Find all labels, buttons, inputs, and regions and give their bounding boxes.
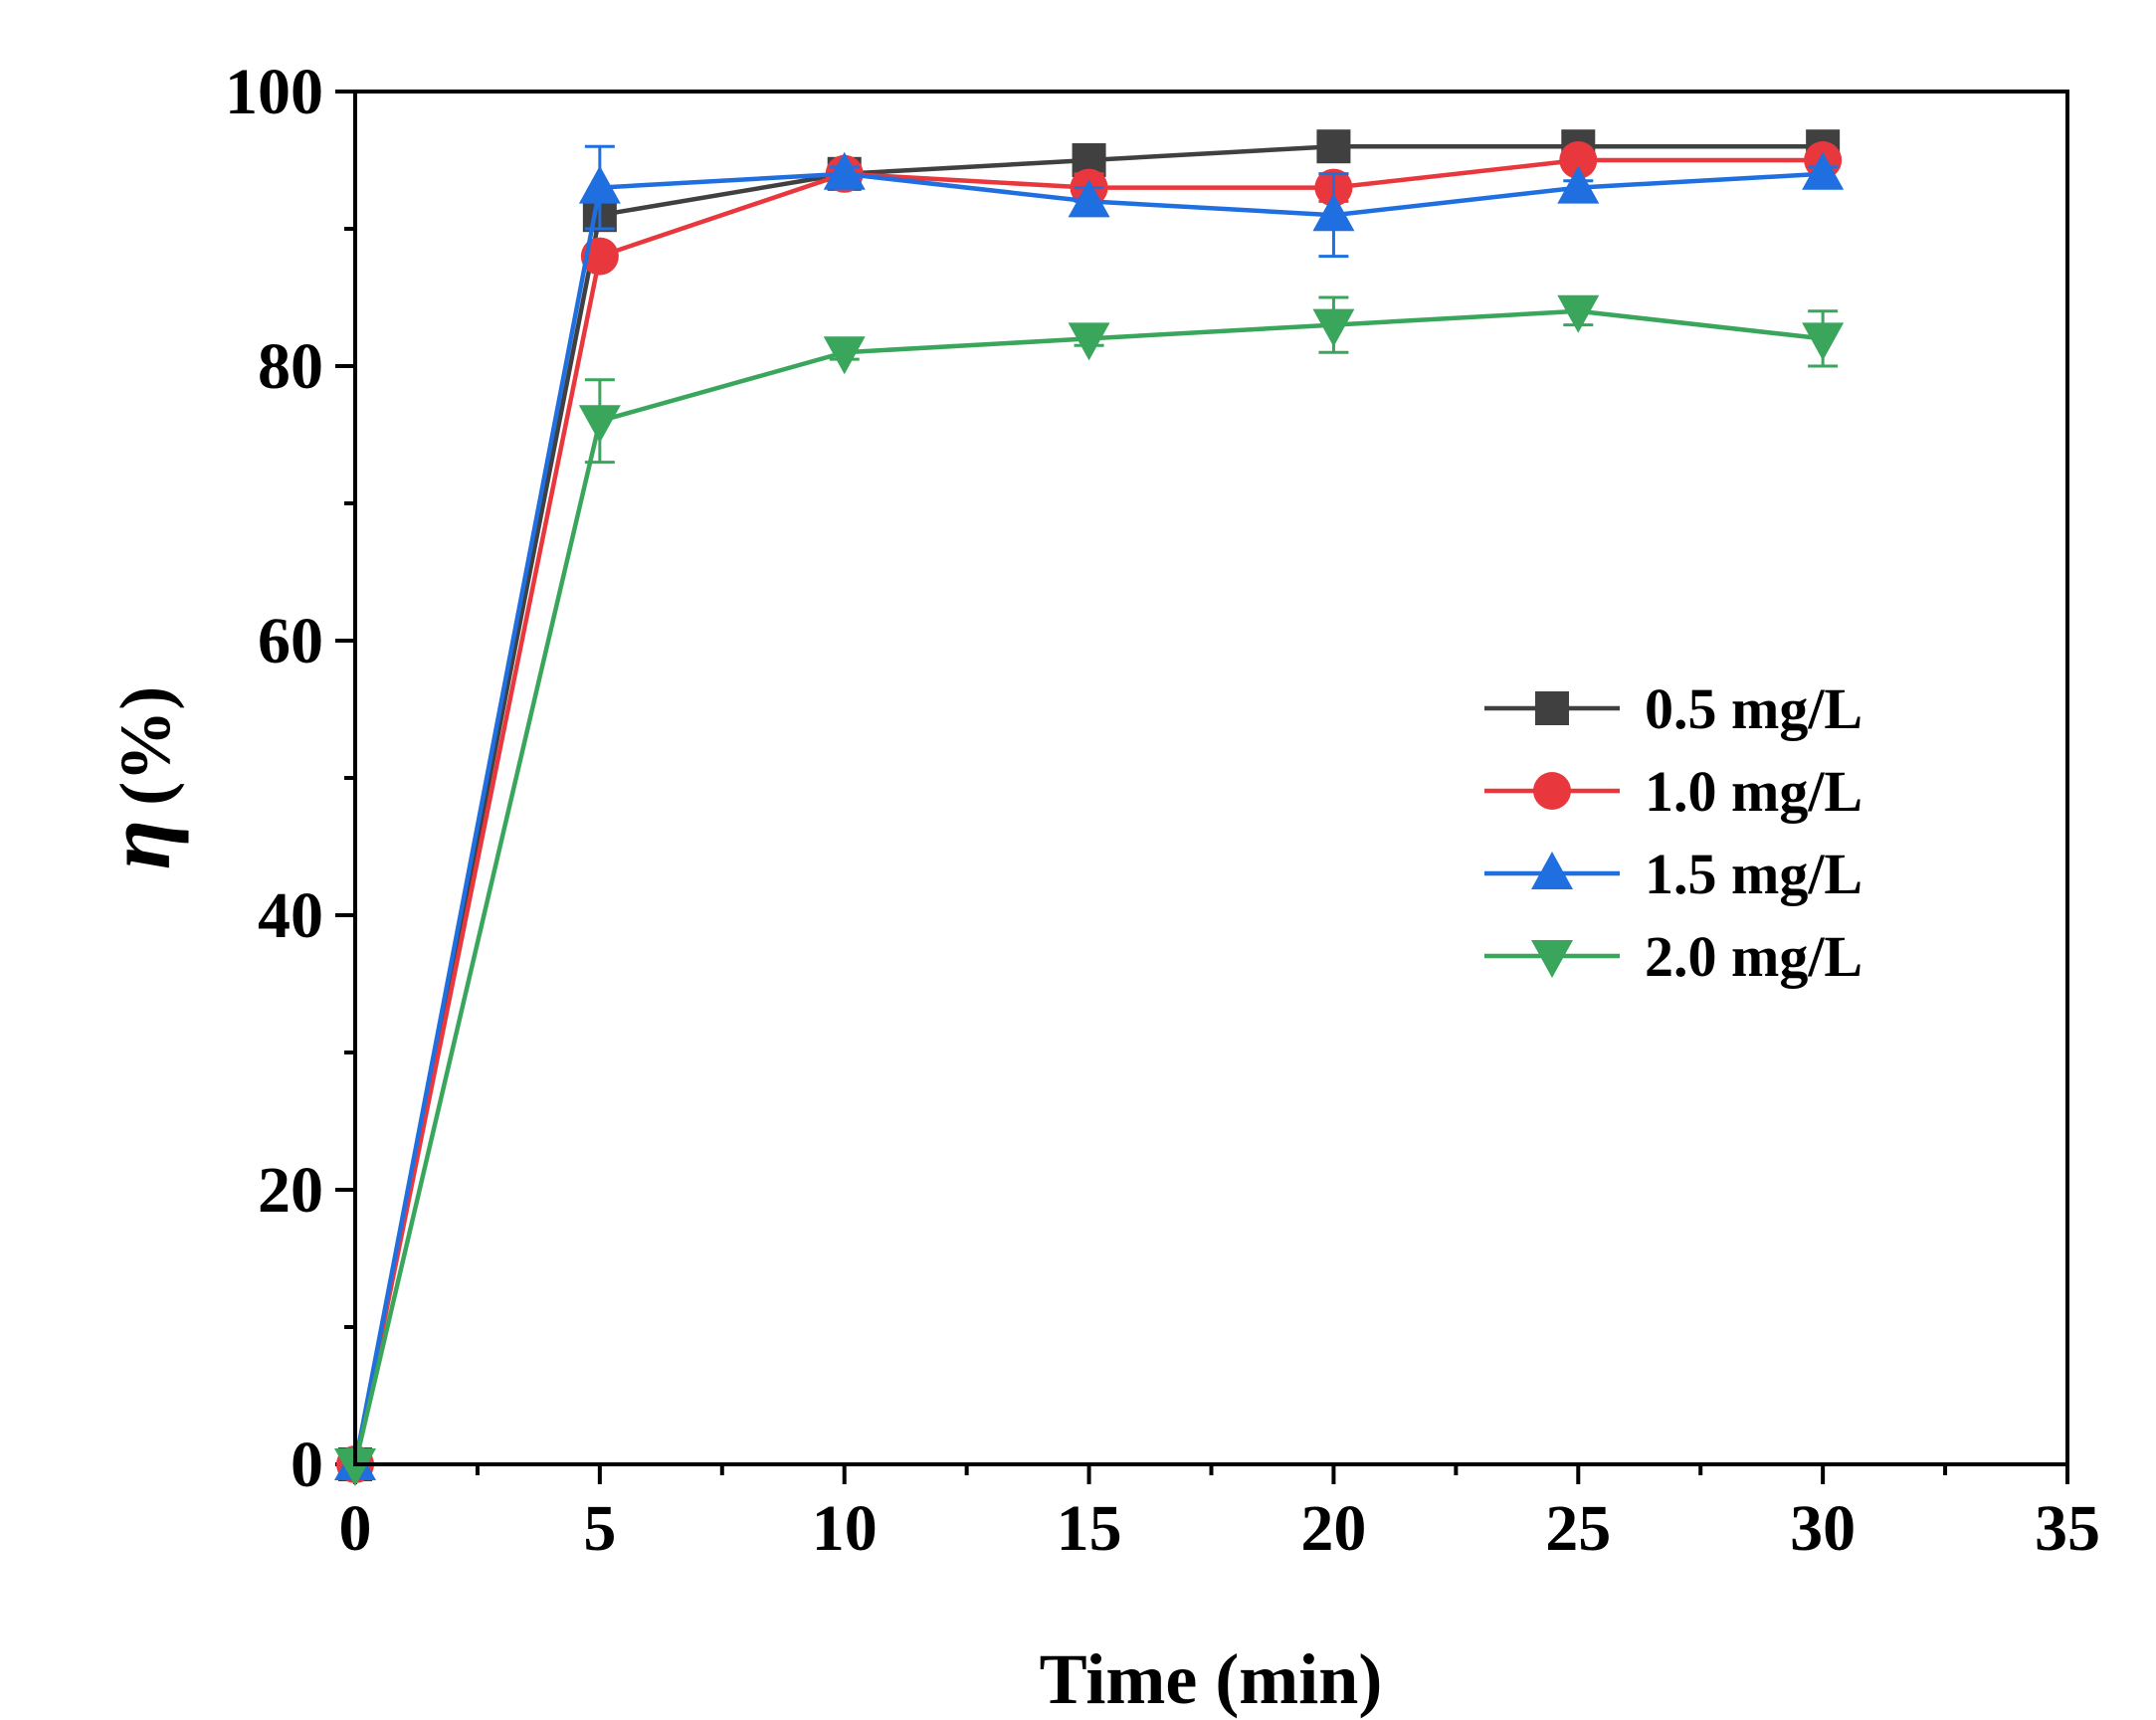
- data-point: [1316, 129, 1351, 164]
- legend-marker: [1535, 691, 1569, 725]
- y-tick-label: 0: [291, 1429, 323, 1501]
- y-axis-unit: (%): [105, 686, 185, 806]
- data-point: [1802, 151, 1845, 190]
- y-axis-title: η (%): [88, 686, 189, 869]
- legend-label: 2.0 mg/L: [1645, 924, 1862, 989]
- y-tick-labels: 0 20 40 60 80 100: [225, 56, 323, 1501]
- series-layer: [334, 129, 1845, 1486]
- legend-item: 0.5 mg/L: [1484, 676, 1862, 741]
- data-point: [1559, 141, 1598, 179]
- x-tick-label: 35: [2035, 1492, 2100, 1565]
- data-point: [1557, 165, 1600, 204]
- data-point: [578, 165, 621, 204]
- data-point: [578, 405, 621, 444]
- legend-marker: [1531, 940, 1573, 978]
- x-tick-label: 0: [339, 1492, 372, 1565]
- legend-item: 1.0 mg/L: [1484, 759, 1862, 824]
- legend-item: 2.0 mg/L: [1484, 924, 1862, 989]
- data-point: [334, 1448, 376, 1486]
- x-tick-label: 10: [812, 1492, 878, 1565]
- legend-marker: [1531, 852, 1573, 889]
- y-axis-symbol: η: [88, 820, 189, 870]
- x-tick-label: 25: [1545, 1492, 1611, 1565]
- x-tick-labels: 0 5 10 15 20 25 30 35: [339, 1492, 2101, 1565]
- data-point: [823, 336, 866, 375]
- x-tick-label: 15: [1057, 1492, 1122, 1565]
- x-tick-label: 30: [1790, 1492, 1856, 1565]
- x-tick-label: 5: [583, 1492, 616, 1565]
- data-point: [1312, 193, 1355, 232]
- legend-item: 1.5 mg/L: [1484, 842, 1862, 906]
- y-tick-label: 100: [225, 56, 323, 128]
- legend-label: 0.5 mg/L: [1645, 676, 1862, 741]
- data-point: [823, 151, 866, 190]
- legend: 0.5 mg/L 1.0 mg/L 1.5 mg/L 2.0 mg/L: [1484, 676, 1862, 989]
- y-tick-label: 20: [258, 1154, 323, 1227]
- data-point: [1802, 322, 1845, 361]
- data-point: [1068, 322, 1110, 361]
- data-point: [1557, 294, 1600, 333]
- y-tick-label: 60: [258, 605, 323, 677]
- series-2-0-mg-l: [334, 294, 1845, 1486]
- legend-label: 1.0 mg/L: [1645, 759, 1862, 824]
- y-tick-label: 80: [258, 330, 323, 403]
- y-tick-label: 40: [258, 879, 323, 952]
- data-point: [1068, 179, 1110, 218]
- data-point: [1312, 308, 1355, 347]
- x-axis-title: Time (min): [1040, 1639, 1383, 1719]
- legend-label: 1.5 mg/L: [1645, 842, 1862, 906]
- legend-marker: [1533, 772, 1571, 810]
- x-tick-label: 20: [1300, 1492, 1366, 1565]
- plot-frame: [353, 90, 2069, 1466]
